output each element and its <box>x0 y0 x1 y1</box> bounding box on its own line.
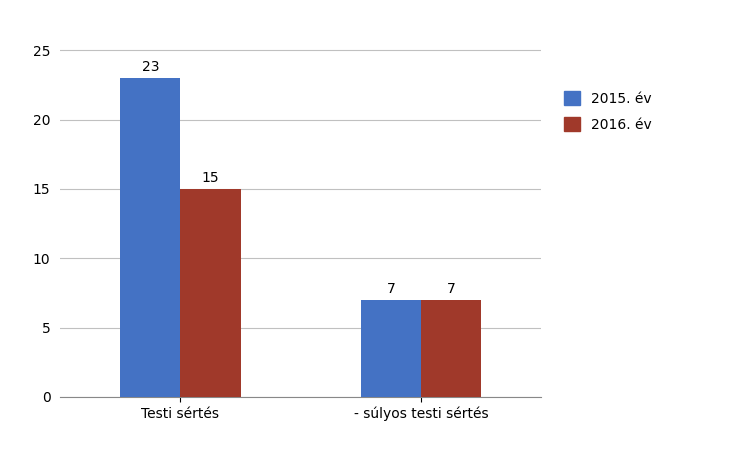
Text: 7: 7 <box>387 282 396 296</box>
Bar <box>180 189 241 397</box>
Bar <box>361 300 421 397</box>
Bar <box>421 300 481 397</box>
Text: 23: 23 <box>141 60 159 74</box>
Text: 7: 7 <box>447 282 456 296</box>
Legend: 2015. év, 2016. év: 2015. év, 2016. év <box>558 86 658 138</box>
Text: 15: 15 <box>202 171 220 185</box>
Bar <box>120 78 180 397</box>
